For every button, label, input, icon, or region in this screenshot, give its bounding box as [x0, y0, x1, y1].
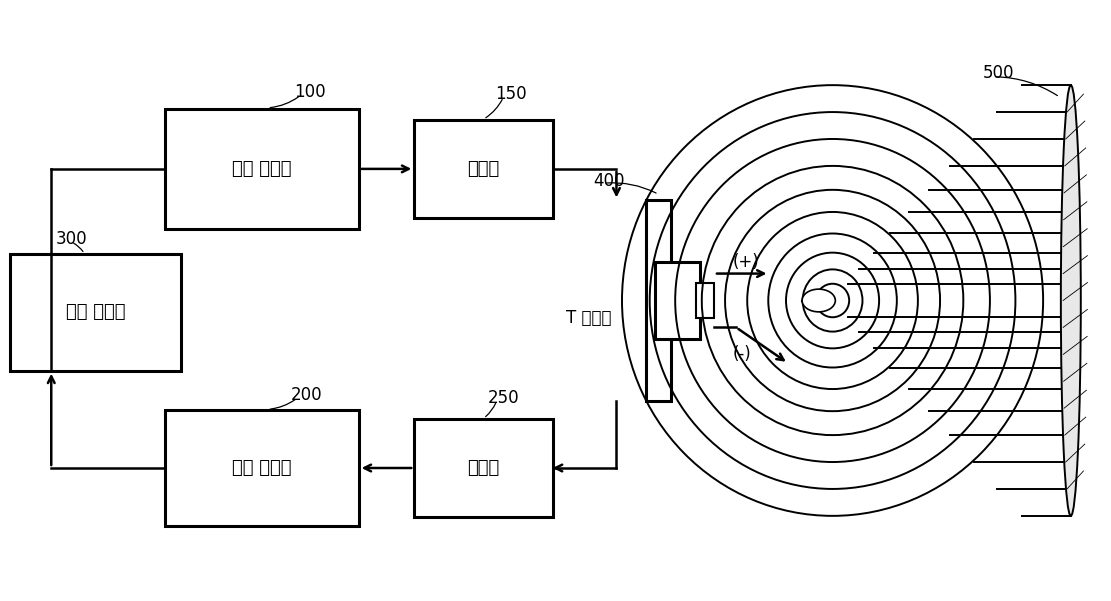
Text: T 커넥터: T 커넥터 [565, 310, 611, 328]
Text: 150: 150 [496, 85, 527, 103]
Text: 100: 100 [293, 84, 326, 102]
Bar [10, 254, 181, 371]
Bar [164, 410, 359, 526]
Text: 신호 분석부: 신호 분석부 [66, 304, 126, 322]
Bar [414, 120, 553, 218]
Bar [647, 200, 671, 401]
Ellipse shape [802, 289, 835, 312]
Ellipse shape [1061, 85, 1081, 516]
Text: (+): (+) [733, 252, 760, 270]
Bar [164, 109, 359, 229]
Text: 신호 생성부: 신호 생성부 [232, 160, 291, 178]
Bar [414, 419, 553, 517]
Text: 감쇄기: 감쇄기 [468, 459, 500, 477]
Text: 300: 300 [56, 230, 87, 248]
Bar [697, 282, 714, 319]
Bar [655, 261, 700, 340]
Text: 200: 200 [290, 386, 322, 404]
Text: 신호 획득부: 신호 획득부 [232, 459, 291, 477]
Text: 250: 250 [488, 389, 519, 407]
Text: 증폭기: 증폭기 [468, 160, 500, 178]
Text: 500: 500 [983, 64, 1014, 82]
Text: (-): (-) [733, 346, 751, 364]
Text: 400: 400 [593, 172, 624, 190]
